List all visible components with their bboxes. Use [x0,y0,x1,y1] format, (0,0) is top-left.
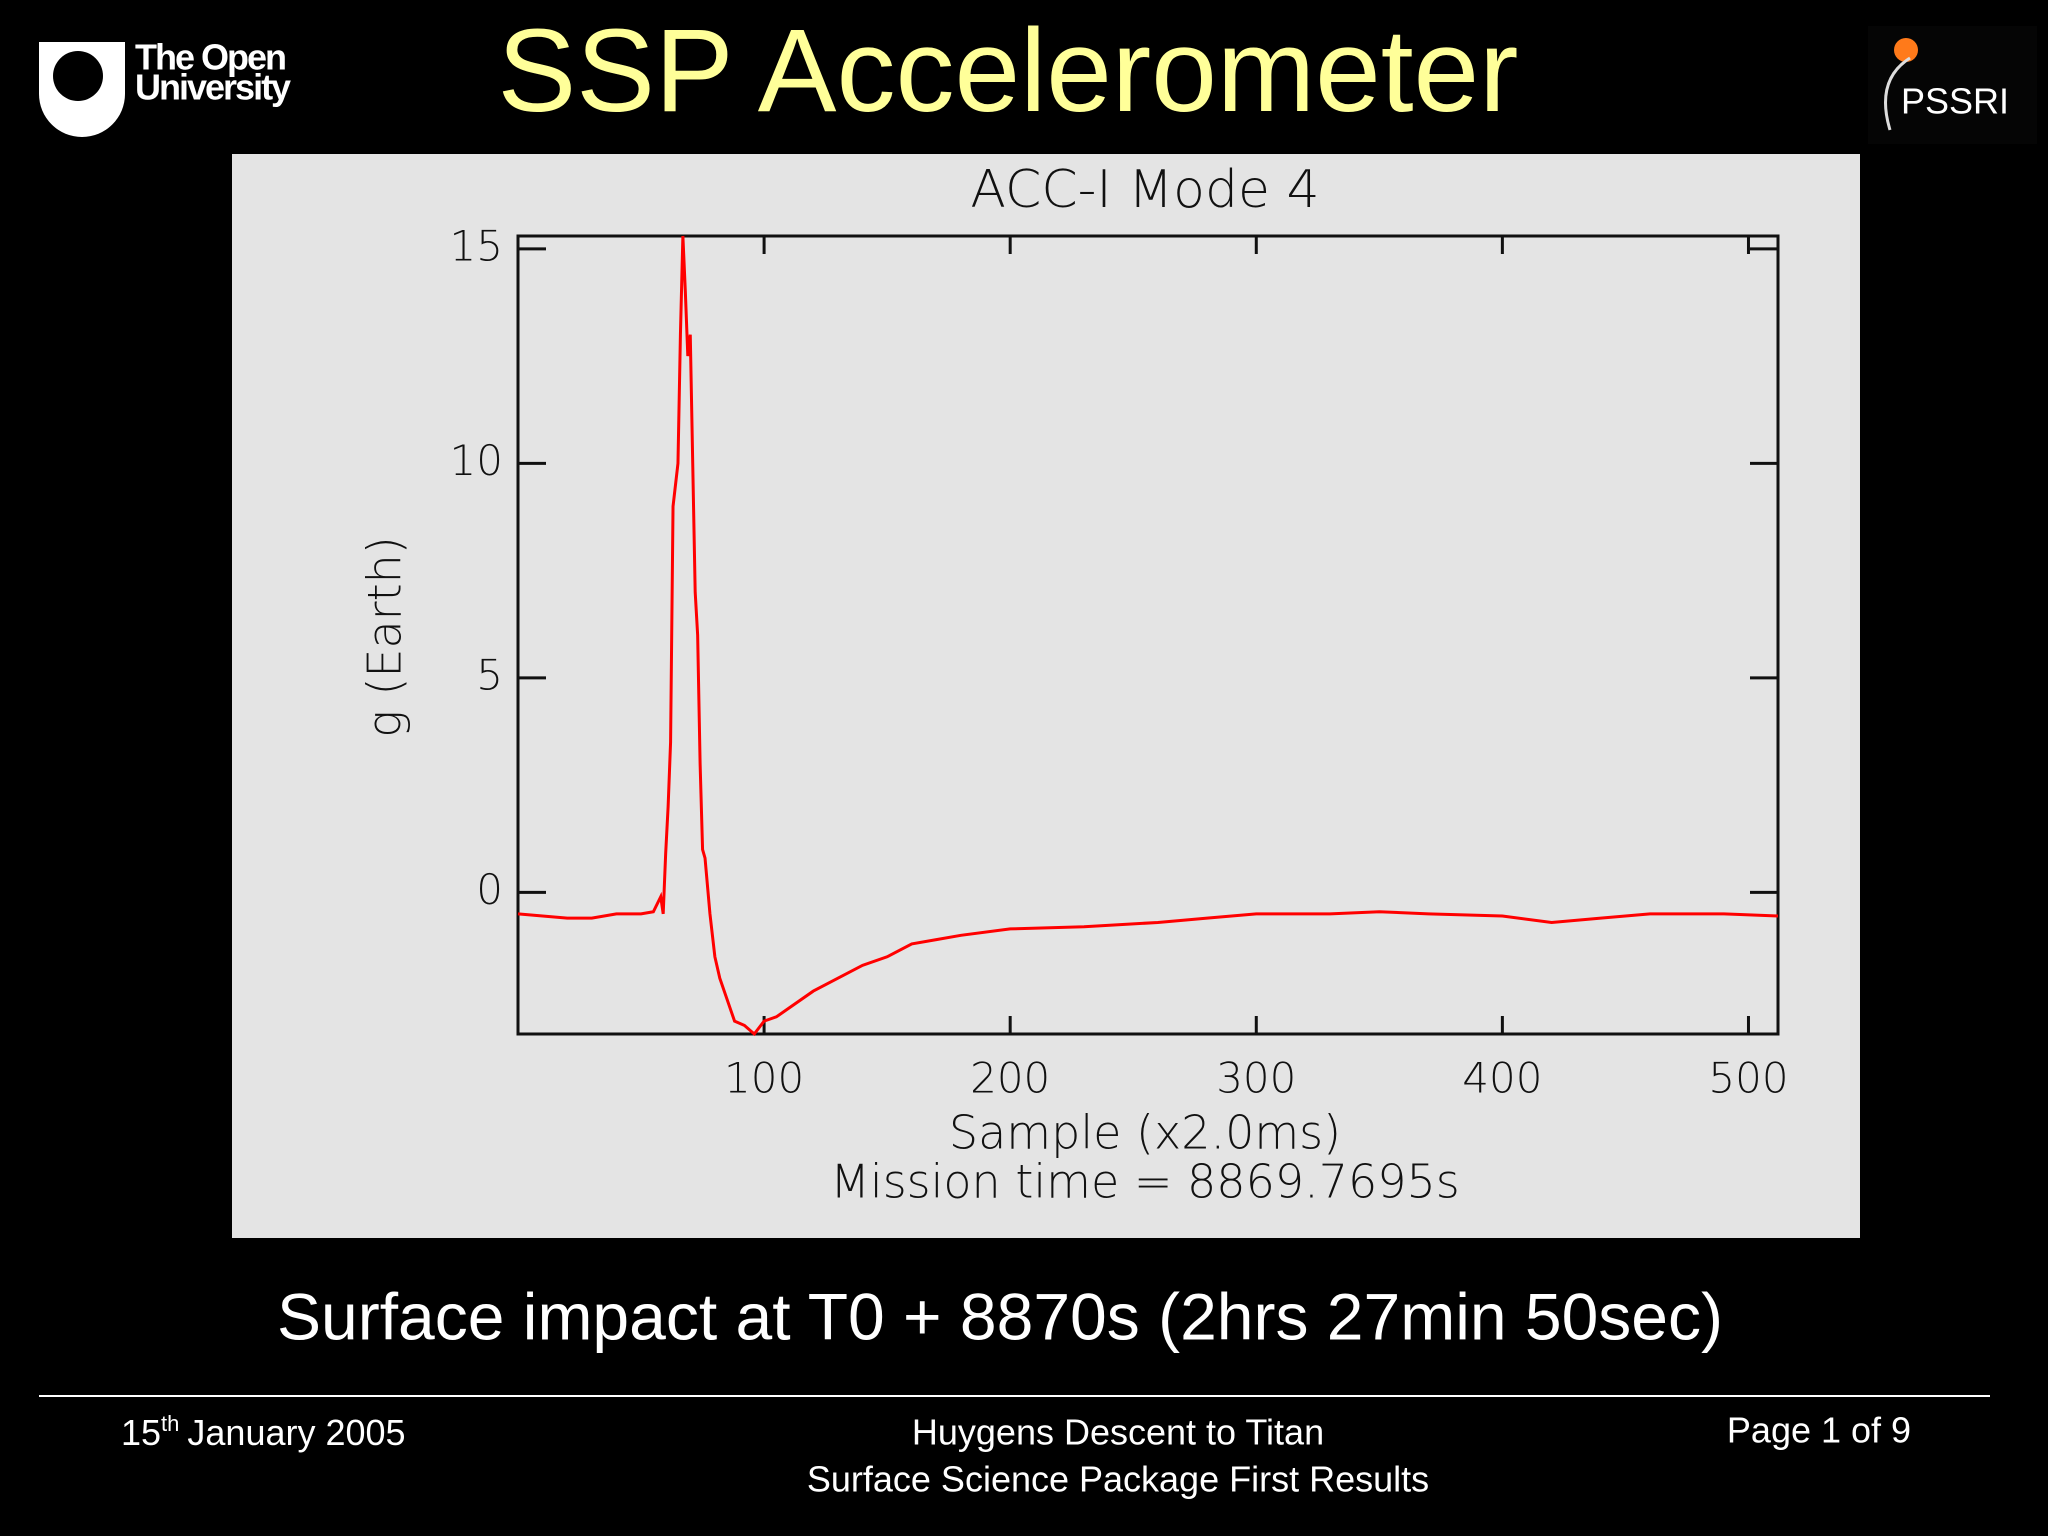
logo-text: The Open [135,37,285,78]
x-tick-label: 500 [1708,1054,1788,1103]
chart-title: ACC-I Mode 4 [970,160,1319,220]
x-tick-label: 100 [724,1054,804,1103]
x-tick-label: 400 [1462,1054,1542,1103]
caption: Surface impact at T0 + 8870s (2hrs 27min… [277,1279,1723,1353]
footer-center: Huygens Descent to Titan [912,1412,1324,1453]
annotation: Mission time = 8869.7695s [830,1155,1460,1209]
data-line [517,235,1779,1037]
footer-page: Page 1 of 9 [1727,1410,1911,1451]
chart: ACC-I Mode 4 Sample (x2.0ms) Mission tim… [358,160,1789,1209]
pssri-star [1894,38,1918,62]
logo-text: PSSRI [1901,81,2009,122]
x-axis-label: Sample (x2.0ms) [949,1106,1341,1160]
x-tick-label: 300 [1216,1054,1296,1103]
y-axis-label: g (Earth) [358,536,412,737]
y-tick-label: 15 [450,221,503,270]
x-tick-label: 200 [970,1054,1050,1103]
pssri-arc [1884,56,1911,131]
y-tick-label: 5 [476,650,503,699]
chart-panel [232,154,1860,1238]
footer-center: Surface Science Package First Results [807,1459,1429,1500]
y-tick-label: 10 [450,436,503,485]
date-suffix: th [161,1411,179,1436]
footer-date: 15th January 2005 [121,1411,406,1453]
ou-circle [53,51,103,101]
date-day: 15 [121,1412,161,1453]
y-tick-label: 0 [476,865,503,914]
plot-frame [516,234,1780,1036]
logo-text: University [135,67,291,108]
date-rest: January 2005 [187,1412,405,1453]
slide-title: SSP Accelerometer [498,5,1519,137]
